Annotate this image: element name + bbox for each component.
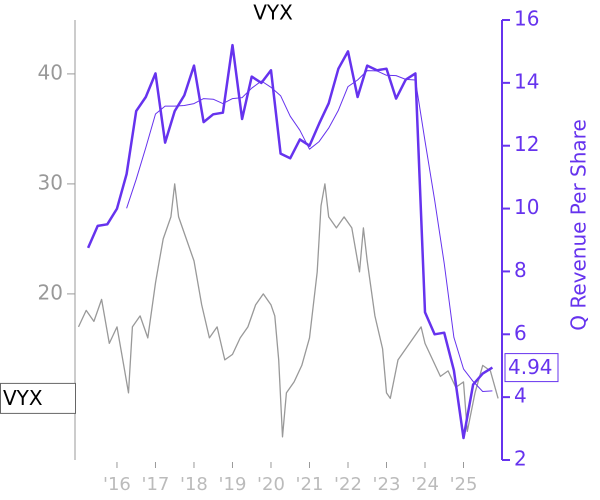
x-tick-label: '19: [219, 474, 247, 495]
y2-axis-label: Q Revenue Per Share: [567, 119, 591, 331]
y2-tick-label: 12: [514, 132, 539, 156]
price-label: VYX: [3, 386, 43, 410]
x-tick-label: '23: [373, 474, 401, 495]
x-tick-label: '17: [142, 474, 170, 495]
y-tick-label: 20: [38, 280, 63, 304]
y2-tick-label: 16: [514, 7, 539, 31]
x-tick-label: '16: [103, 474, 131, 495]
series-line: [126, 70, 493, 392]
series-line: [77, 183, 499, 438]
y-tick-label: 40: [38, 60, 63, 84]
y2-tick-label: 6: [514, 321, 527, 345]
x-tick-label: '22: [334, 474, 362, 495]
y-tick-label: 30: [38, 170, 63, 194]
y2-tick-label: 10: [514, 195, 539, 219]
y2-tick-label: 2: [514, 447, 527, 471]
x-tick-label: '24: [411, 474, 439, 495]
y2-tick-label: 8: [514, 258, 527, 282]
price-label-box: [0, 382, 76, 414]
x-tick-label: '20: [257, 474, 285, 495]
y2-tick-label: 4: [514, 384, 527, 408]
chart-title: VYX: [253, 1, 293, 25]
revenue-label-box: [504, 353, 559, 383]
revenue-label: 4.94: [508, 355, 553, 379]
x-tick-label: '21: [296, 474, 324, 495]
x-tick-label: '25: [450, 474, 478, 495]
series-line: [86, 43, 494, 440]
y2-tick-label: 14: [514, 69, 539, 93]
x-tick-label: '18: [180, 474, 208, 495]
